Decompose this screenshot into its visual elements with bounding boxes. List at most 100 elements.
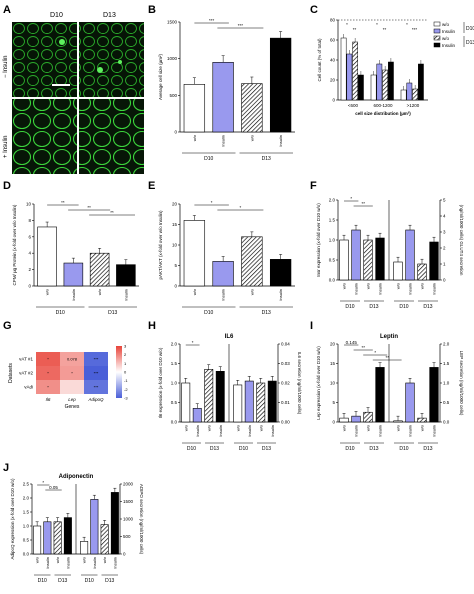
col-label: Lep — [68, 397, 76, 402]
y2-axis-label: IL6 secretion (ng/ml/1000 cells) — [297, 352, 302, 415]
y-tick-label: 80 — [330, 18, 336, 23]
cell-label: *** — [94, 385, 99, 390]
y-axis-label: Insr expression (x-fold over D10 w/o) — [316, 203, 321, 277]
sig-marker: 0.05 — [49, 485, 58, 490]
x-tick-label: Insulin — [123, 289, 128, 301]
y2-tick-label: 2.0 — [443, 342, 450, 347]
y2-tick-label: 1.0 — [443, 381, 450, 386]
scale-label: -1 — [124, 378, 128, 383]
cell-label: * — [47, 371, 49, 376]
group-label: D13 — [423, 446, 432, 452]
bar — [405, 229, 415, 281]
col-label: AdipoQ — [87, 397, 104, 402]
bar — [375, 367, 385, 423]
bar — [63, 517, 72, 555]
y2-tick-label: 500 — [123, 534, 131, 539]
y2-tick-label: 0.02 — [281, 381, 290, 386]
y-tick-label: 20 — [172, 202, 178, 207]
y-axis-label: Il6 expression (x-fold over D10 w/o) — [158, 347, 163, 418]
x-tick-label: 600-1200 — [373, 103, 393, 108]
legend-swatch — [433, 42, 441, 48]
color-scale — [116, 346, 122, 398]
x-tick-label: w/o — [35, 556, 40, 563]
group-label: D13 — [108, 310, 117, 316]
x-tick-label: w/o — [45, 288, 50, 295]
bar — [339, 239, 349, 281]
y-tick-label: 0 — [28, 284, 31, 289]
heat-cell — [60, 352, 84, 366]
bar — [363, 239, 373, 281]
bar — [375, 237, 385, 281]
chart-f: 0.0 0.5 1.0 1.5 2.0 0 1 2 3 4 5 (ng/ml/1000 cells) … — [316, 196, 464, 310]
y-tick-label: 2.5 — [23, 482, 30, 487]
x-tick-label: Insulin — [354, 425, 359, 437]
y-axis-label: Lep expression (x-fold over D10 w/o) — [316, 346, 321, 420]
bar — [393, 420, 403, 423]
x-tick-label: >1200 — [407, 103, 420, 108]
y2-axis-label: LEP secretion (ng/ml/1000 cells) — [459, 351, 464, 416]
group-label: D10 — [204, 310, 213, 316]
x-tick-label: Insulin — [221, 289, 226, 301]
y2-tick-label: 4 — [443, 214, 446, 219]
y-tick-label: 2.0 — [23, 496, 30, 501]
y2-tick-label: 2000 — [123, 482, 134, 487]
bar — [351, 415, 361, 423]
scale-label: 2 — [124, 352, 127, 357]
group-label: D10 — [38, 578, 47, 584]
y-tick-label: 60 — [330, 38, 336, 43]
bar — [429, 241, 439, 281]
y-tick-label: 0.5 — [23, 538, 30, 543]
row-label-minus-insulin: − Insulin — [3, 55, 9, 78]
y-tick-label: 0.5 — [329, 258, 336, 263]
group-label: D13 — [262, 446, 271, 452]
x-tick-label: w/o — [249, 288, 254, 295]
y-axis-label: Datasets — [8, 363, 14, 383]
row-label-plus-insulin: + Insulin — [3, 135, 9, 158]
x-tick-label: Insulin — [432, 283, 437, 295]
x-tick-label: w/o — [366, 282, 371, 289]
group-label: D10 — [399, 304, 408, 310]
x-tick-label: w/o — [192, 134, 197, 141]
y-tick-label: 4 — [28, 251, 31, 256]
panel-label-h: H — [148, 320, 156, 332]
y-tick-label: 0.0 — [23, 552, 30, 557]
cell-label: * — [47, 357, 49, 362]
legend-swatch — [433, 28, 441, 34]
x-tick-label: w/o — [420, 282, 425, 289]
legend-label: w/o — [442, 36, 450, 41]
chart-c: 0 20 40 60 80 Cell count (% of total) <600 600-… — [317, 18, 474, 117]
chart-e: 0 5 10 15 20 pAKT/AKT (x-fold over w/o Insuli… — [158, 200, 295, 316]
sig-marker: * — [211, 200, 213, 205]
chart-i: Leptin 0 5 10 15 20 0.0 0.5 1.0 1.5 2.0 LEP secreti… — [316, 334, 464, 452]
heat-cell — [84, 352, 108, 366]
y-tick-label: 2.0 — [171, 342, 178, 347]
group-label: D10 — [239, 446, 248, 452]
bar — [244, 380, 254, 423]
bar — [358, 74, 364, 101]
y2-tick-label: 1 — [443, 262, 446, 267]
bar — [89, 252, 110, 287]
bar — [90, 499, 99, 555]
y-axis-label: Cell count (% of total) — [317, 38, 322, 82]
group-label: D13 — [105, 578, 114, 584]
x-axis-label: Genes — [65, 404, 80, 410]
chart-b: 0 500 1000 1500 Average cell size (µm²) w/o In… — [158, 18, 295, 162]
bar — [37, 226, 57, 287]
x-tick-label: Insulin — [354, 283, 359, 295]
scale-label: -2 — [124, 387, 128, 392]
x-tick-label: w/o — [97, 288, 102, 295]
x-tick-label: w/o — [396, 282, 401, 289]
group-label: D13 — [369, 446, 378, 452]
bar — [269, 37, 292, 133]
y-tick-label: 1.5 — [329, 218, 336, 223]
x-tick-label: Insulin — [378, 283, 383, 295]
x-tick-label: w/o — [183, 424, 188, 431]
group-label: D10 — [204, 156, 213, 162]
sig-marker: * — [374, 350, 376, 355]
y2-tick-label: 5 — [443, 198, 446, 203]
bar — [388, 61, 394, 101]
legend-swatch — [433, 21, 441, 27]
x-tick-label: Insulin — [432, 425, 437, 437]
bar — [406, 82, 413, 101]
row-label: vAdi — [24, 385, 33, 390]
